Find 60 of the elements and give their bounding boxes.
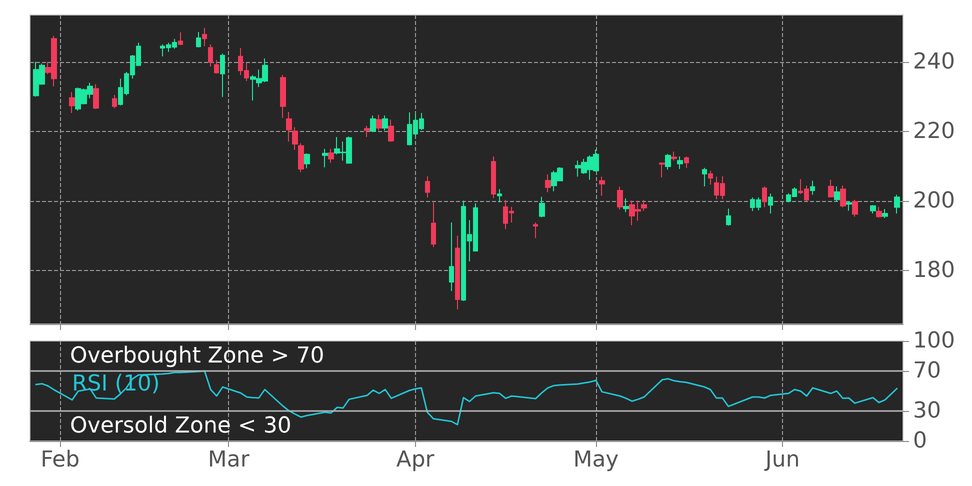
candlestick [702,167,707,187]
candlestick [659,162,665,178]
y-tick-label: 180 [913,258,955,283]
candlestick [708,170,713,186]
candlestick [852,199,858,218]
candlestick [539,196,545,218]
candlestick [382,114,388,131]
x-tick-label: Jun [763,448,800,472]
candlestick [497,188,502,203]
candlestick [617,186,623,210]
candlestick [304,152,310,169]
candlestick [388,119,394,142]
candlestick [280,74,286,118]
x-tick-label: May [573,448,619,472]
y-tick-label: 70 [913,358,941,384]
ref-line-label: Oversold Zone < 30 [70,414,292,438]
candlestick [876,206,882,218]
candlestick [671,151,677,162]
candlestick [840,185,846,208]
candlestick [641,199,647,212]
candlestick [599,176,605,196]
candlestick [810,180,815,196]
candlestick [425,176,430,198]
candlestick [370,114,376,133]
candlestick [882,208,888,218]
candlestick [768,193,773,214]
candlestick [726,208,731,226]
candlestick [684,156,689,168]
candlestick [491,156,496,199]
candlestick [677,156,683,170]
candlestick [894,194,900,214]
y-tick-label: 200 [913,188,955,214]
y-tick-label: 30 [913,398,941,424]
ref-line-label: Overbought Zone > 70 [70,344,324,368]
y-tick-label: 100 [913,328,955,354]
candlestick [870,204,876,214]
candlestick [828,179,834,198]
candlestick [533,222,538,239]
candlestick [762,186,767,208]
candlestick [431,202,436,248]
y-tick-label: 240 [913,49,955,74]
candlestick [286,111,292,142]
x-tick-label: Mar [208,448,250,472]
x-tick-label: Apr [396,448,436,472]
candlestick [322,148,328,168]
x-tick-label: Feb [40,448,80,472]
candlestick [623,198,629,213]
candlestick [364,125,370,138]
candlestick [834,186,840,202]
candlestick [846,201,852,212]
candlestick [449,222,454,292]
candlestick [328,148,334,164]
candlestick [665,154,671,170]
candlestick [376,114,382,131]
candlestick [292,126,298,150]
candlestick [545,174,551,193]
candlestick [455,235,460,310]
y-tick-label: 220 [913,118,955,144]
candlestick [298,142,304,173]
y-tick-label: 0 [913,428,927,454]
